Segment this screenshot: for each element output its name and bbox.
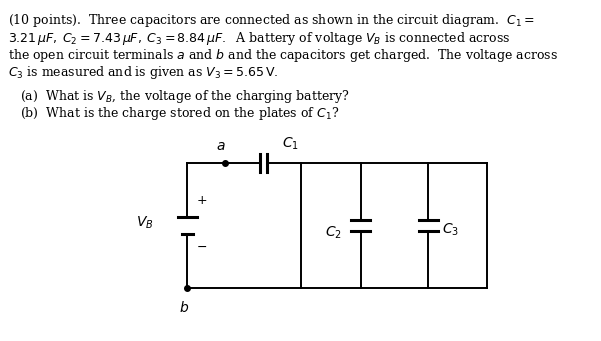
Text: (a)  What is $V_B$, the voltage of the charging battery?: (a) What is $V_B$, the voltage of the ch… xyxy=(20,88,350,105)
Text: $-$: $-$ xyxy=(196,240,207,253)
Text: $C_2$: $C_2$ xyxy=(325,224,342,241)
Text: $b$: $b$ xyxy=(179,300,189,315)
Text: (b)  What is the charge stored on the plates of $C_1$?: (b) What is the charge stored on the pla… xyxy=(20,105,339,122)
Text: $V_B$: $V_B$ xyxy=(136,214,153,231)
Text: $+$: $+$ xyxy=(196,194,207,207)
Text: $3.21\,\mu F,\; C_2 = 7.43\,\mu F,\; C_3 = 8.84\,\mu F.$  A battery of voltage $: $3.21\,\mu F,\; C_2 = 7.43\,\mu F,\; C_3… xyxy=(8,30,510,47)
Text: $C_3$ is measured and is given as $V_3 = 5.65\,\mathrm{V}.$: $C_3$ is measured and is given as $V_3 =… xyxy=(8,64,279,81)
Text: the open circuit terminals $a$ and $b$ and the capacitors get charged.  The volt: the open circuit terminals $a$ and $b$ a… xyxy=(8,47,558,64)
Text: $C_1$: $C_1$ xyxy=(282,136,299,152)
Text: (10 points).  Three capacitors are connected as shown in the circuit diagram.  $: (10 points). Three capacitors are connec… xyxy=(8,12,535,29)
Text: $a$: $a$ xyxy=(216,139,226,153)
Text: $C_3$: $C_3$ xyxy=(442,221,459,238)
